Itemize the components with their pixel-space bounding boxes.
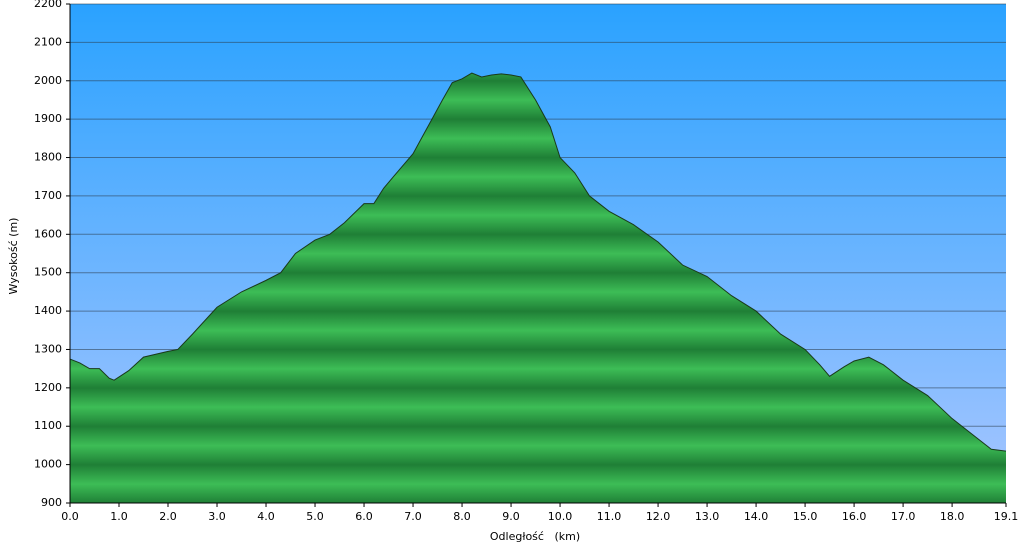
x-tick-label: 15.0: [793, 510, 818, 523]
y-tick-label: 2100: [34, 35, 62, 48]
x-tick-label: 10.0: [548, 510, 573, 523]
y-tick-label: 1600: [34, 227, 62, 240]
area: [70, 73, 1006, 503]
y-tick-label: 900: [41, 496, 62, 509]
x-tick-label: 1.0: [110, 510, 128, 523]
x-tick-label: 6.0: [355, 510, 373, 523]
y-tick-label: 1800: [34, 151, 62, 164]
x-tick-label: 11.0: [597, 510, 622, 523]
x-tick-label: 17.0: [891, 510, 916, 523]
x-tick-label: 3.0: [208, 510, 226, 523]
x-tick-label: 5.0: [306, 510, 324, 523]
y-tick-label: 1300: [34, 342, 62, 355]
x-tick-label: 7.0: [404, 510, 422, 523]
y-tick-label: 1900: [34, 112, 62, 125]
x-tick-label: 14.0: [744, 510, 769, 523]
x-tick-label: 18.0: [940, 510, 965, 523]
x-tick-label: 8.0: [453, 510, 471, 523]
x-tick-label: 16.0: [842, 510, 867, 523]
y-tick-label: 1200: [34, 381, 62, 394]
x-tick-label: 19.1: [994, 510, 1019, 523]
x-tick-label: 0.0: [61, 510, 79, 523]
x-tick-label: 12.0: [646, 510, 671, 523]
x-tick-label: 9.0: [502, 510, 520, 523]
y-tick-label: 2000: [34, 74, 62, 87]
y-tick-label: 1000: [34, 458, 62, 471]
y-tick-label: 1700: [34, 189, 62, 202]
x-axis-title: Odległość (km): [490, 530, 580, 543]
y-axis-title: Wysokość (m): [7, 218, 20, 295]
area-outline: [69, 72, 1007, 452]
y-tick-label: 1400: [34, 304, 62, 317]
x-tick-label: 13.0: [695, 510, 720, 523]
y-tick-label: 2200: [34, 0, 62, 10]
x-tick-label: 2.0: [159, 510, 177, 523]
y-tick-label: 1100: [34, 419, 62, 432]
x-tick-label: 4.0: [257, 510, 275, 523]
y-tick-label: 1500: [34, 266, 62, 279]
